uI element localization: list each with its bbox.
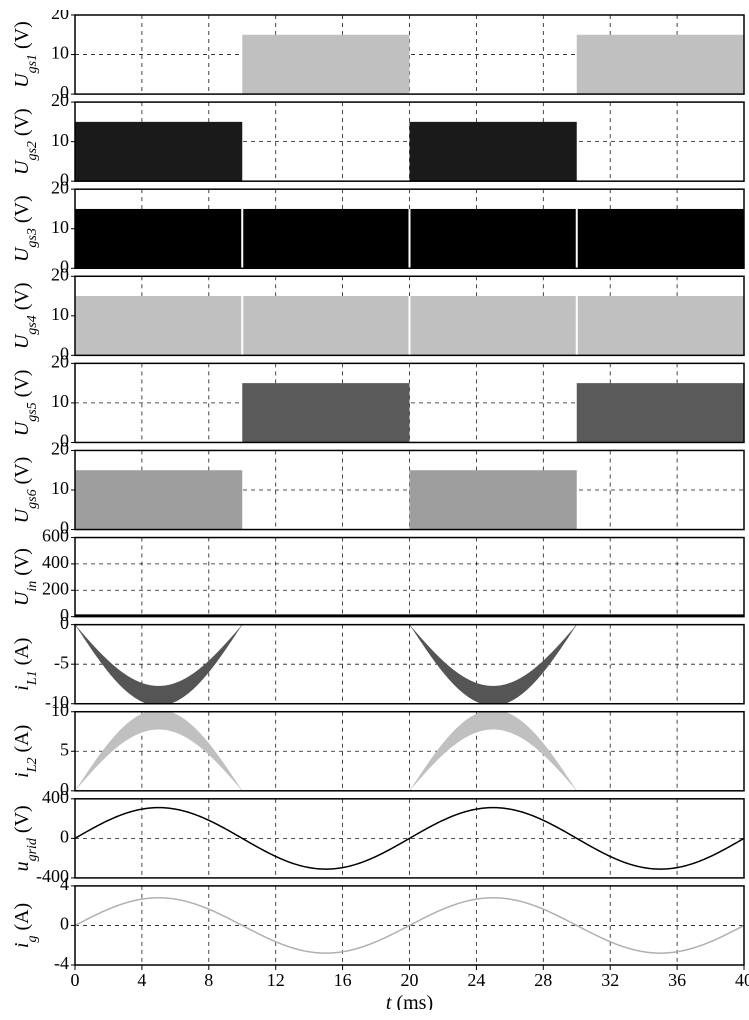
svg-text:0: 0 [60,613,69,633]
svg-text:8: 8 [204,970,213,990]
svg-text:400: 400 [42,787,69,807]
svg-text:10: 10 [51,43,69,63]
svg-text:20: 20 [51,264,69,284]
svg-text:-4: -4 [54,953,69,973]
svg-text:5: 5 [60,739,69,759]
svg-text:20: 20 [51,439,69,459]
svg-text:28: 28 [534,970,552,990]
svg-text:0: 0 [60,826,69,846]
panel-ugs1: 01020Ugs1 (V) [11,10,744,102]
panel-ugs5: 01020Ugs5 (V) [11,351,744,450]
svg-text:10: 10 [51,478,69,498]
svg-text:36: 36 [668,970,686,990]
panel-ugs3: 01020Ugs3 (V) [11,177,744,276]
panel-ugrid: -4000400ugrid (V) [11,787,744,886]
svg-text:200: 200 [42,578,69,598]
svg-text:24: 24 [467,970,485,990]
svg-text:40: 40 [735,970,749,990]
svg-text:10: 10 [51,130,69,150]
svg-text:600: 600 [42,526,69,546]
svg-text:4: 4 [137,970,146,990]
panel-ugs4: 01020Ugs4 (V) [11,264,744,363]
svg-text:400: 400 [42,552,69,572]
svg-text:0: 0 [60,914,69,934]
panel-uin: 0200400600Uin (V) [11,526,744,625]
svg-text:20: 20 [51,90,69,110]
svg-text:10: 10 [51,700,69,720]
svg-text:-5: -5 [54,652,69,672]
svg-text:20: 20 [51,177,69,197]
panel-ig: -404ig (A) [11,874,744,973]
svg-text:20: 20 [51,10,69,23]
svg-text:10: 10 [51,391,69,411]
panel-ugs6: 01020Ugs6 (V) [11,439,744,538]
svg-text:32: 32 [601,970,619,990]
multi-panel-chart: 01020Ugs1 (V)01020Ugs2 (V)01020Ugs3 (V)0… [10,10,749,1010]
chart-svg: 01020Ugs1 (V)01020Ugs2 (V)01020Ugs3 (V)0… [10,10,749,1010]
svg-text:10: 10 [51,217,69,237]
xlabel: t (ms) [386,992,433,1010]
svg-text:16: 16 [334,970,352,990]
panel-iL1: -10-50iL1 (A) [11,613,744,712]
panel-ugs2: 01020Ugs2 (V) [11,90,744,189]
svg-text:4: 4 [60,874,69,894]
svg-text:20: 20 [51,351,69,371]
svg-text:20: 20 [401,970,419,990]
panel-iL2: 0510iL2 (A) [11,700,744,799]
svg-text:0: 0 [71,970,80,990]
svg-text:12: 12 [267,970,285,990]
svg-text:10: 10 [51,304,69,324]
